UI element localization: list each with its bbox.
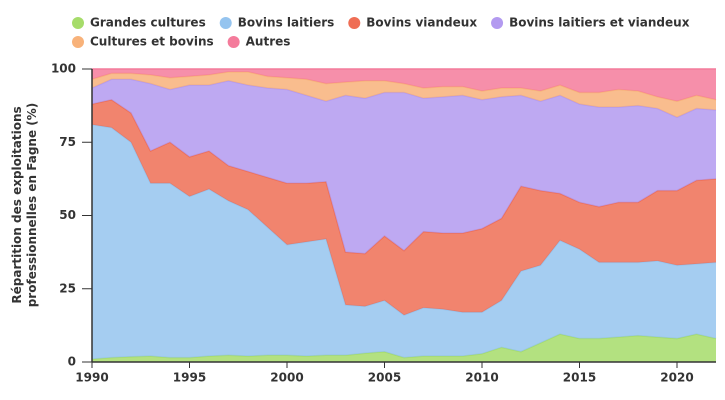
legend-item: Cultures et bovins (72, 35, 214, 49)
area (92, 99, 716, 316)
legend-swatch (348, 17, 361, 29)
x-tick-label: 1995 (173, 371, 206, 385)
x-tick-label: 2005 (368, 371, 401, 385)
legend-label: Bovins viandeux (366, 16, 477, 30)
legend-swatch (491, 17, 504, 29)
y-tick-label: 100 (51, 62, 76, 76)
area (92, 69, 716, 102)
legend-swatch (227, 36, 240, 48)
legend-item: Bovins viandeux (348, 16, 477, 30)
legend-swatch (72, 17, 84, 29)
x-tick-label: 2000 (270, 371, 303, 385)
legend-label: Autres (246, 35, 291, 49)
plot-area (91, 68, 717, 362)
legend-item: Bovins laitiers (219, 16, 335, 30)
legend-item: Grandes cultures (72, 16, 206, 30)
area (92, 79, 716, 254)
legend-swatch (72, 36, 84, 48)
x-tick-label: 2020 (660, 371, 693, 385)
legend-swatch (219, 17, 232, 29)
x-tick-label: 1990 (75, 371, 108, 385)
y-tick-label: 75 (59, 135, 76, 149)
area (92, 334, 716, 362)
legend-item: Autres (227, 35, 291, 49)
y-axis-label: Répartition des exploitations profession… (10, 102, 39, 308)
legend-label: Bovins laitiers (238, 16, 335, 30)
area (92, 71, 716, 118)
area (92, 124, 716, 360)
y-tick-label: 25 (59, 281, 76, 295)
x-tick-label: 2015 (563, 371, 596, 385)
y-tick-label: 50 (59, 208, 76, 222)
x-tick-label: 2010 (465, 371, 498, 385)
legend-label: Grandes cultures (90, 16, 206, 30)
y-tick-label: 0 (68, 355, 76, 369)
legend-item: Bovins laitiers et viandeux (491, 16, 690, 30)
legend-label: Cultures et bovins (90, 35, 214, 49)
legend-label: Bovins laitiers et viandeux (509, 16, 690, 30)
